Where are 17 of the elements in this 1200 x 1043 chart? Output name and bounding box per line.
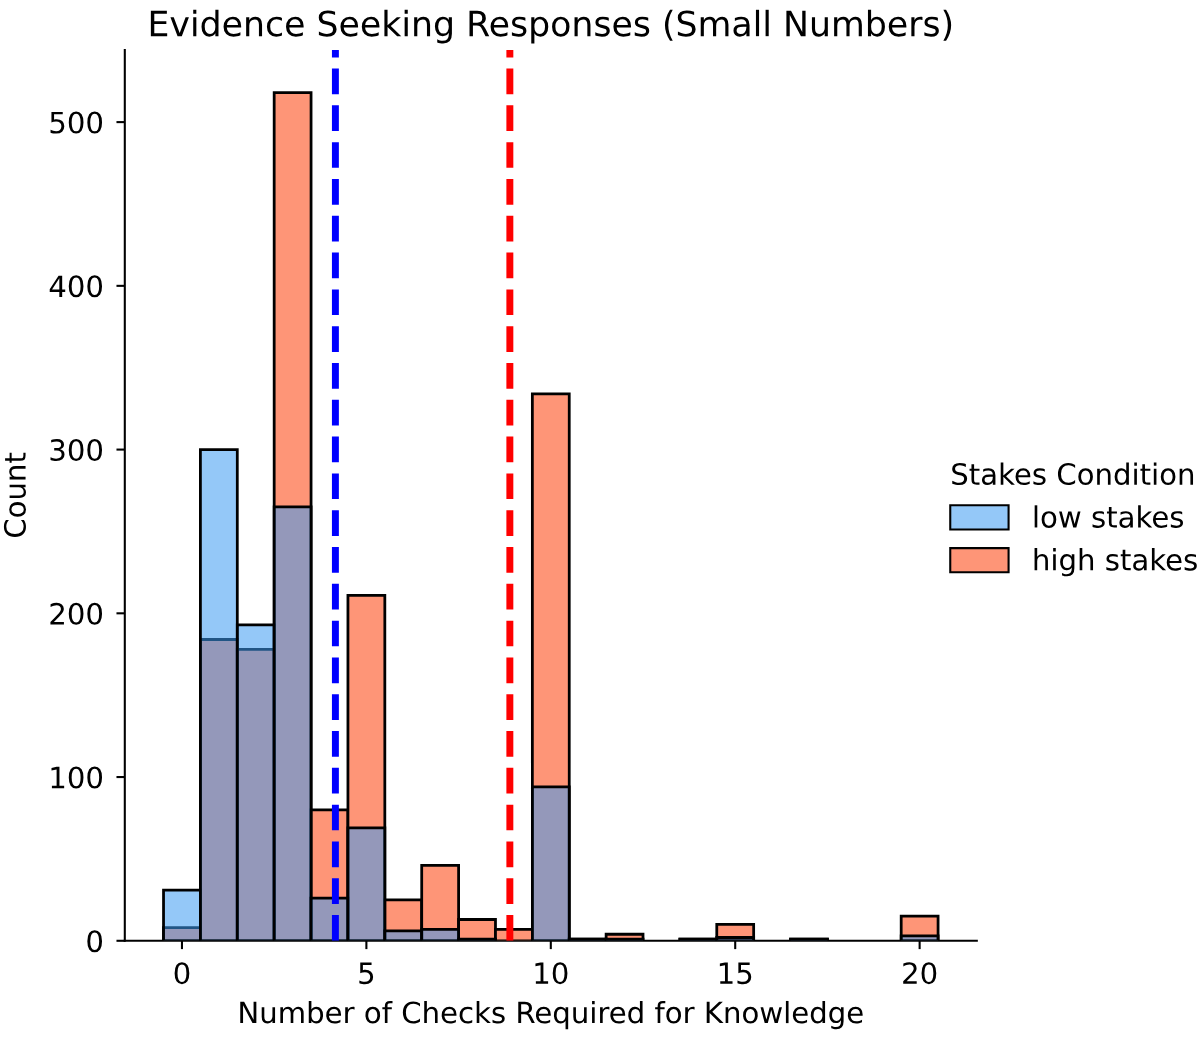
legend-label: high stakes (1034, 548, 1197, 577)
y-tick-label: 400 (49, 275, 103, 298)
x-tick-label: 20 (903, 962, 937, 985)
y-tick-label: 500 (50, 111, 103, 134)
y-tick-label: 300 (50, 439, 103, 462)
y-tick-label: 0 (87, 930, 103, 953)
y-tick-label: 100 (51, 766, 103, 789)
x-tick-label: 5 (359, 962, 374, 985)
legend-title: Stakes Condition (952, 462, 1194, 486)
x-tick-label: 0 (174, 962, 190, 985)
y-axis-title: Count (3, 452, 26, 538)
chart-title: Evidence Seeking Responses (Small Numbers) (150, 9, 952, 44)
legend-label: low stakes (1034, 505, 1184, 528)
x-axis-title: Number of Checks Required for Knowledge (240, 1000, 863, 1030)
x-tick-label: 10 (535, 962, 568, 985)
x-tick-label: 15 (719, 962, 752, 985)
y-tick-label: 200 (50, 602, 103, 625)
